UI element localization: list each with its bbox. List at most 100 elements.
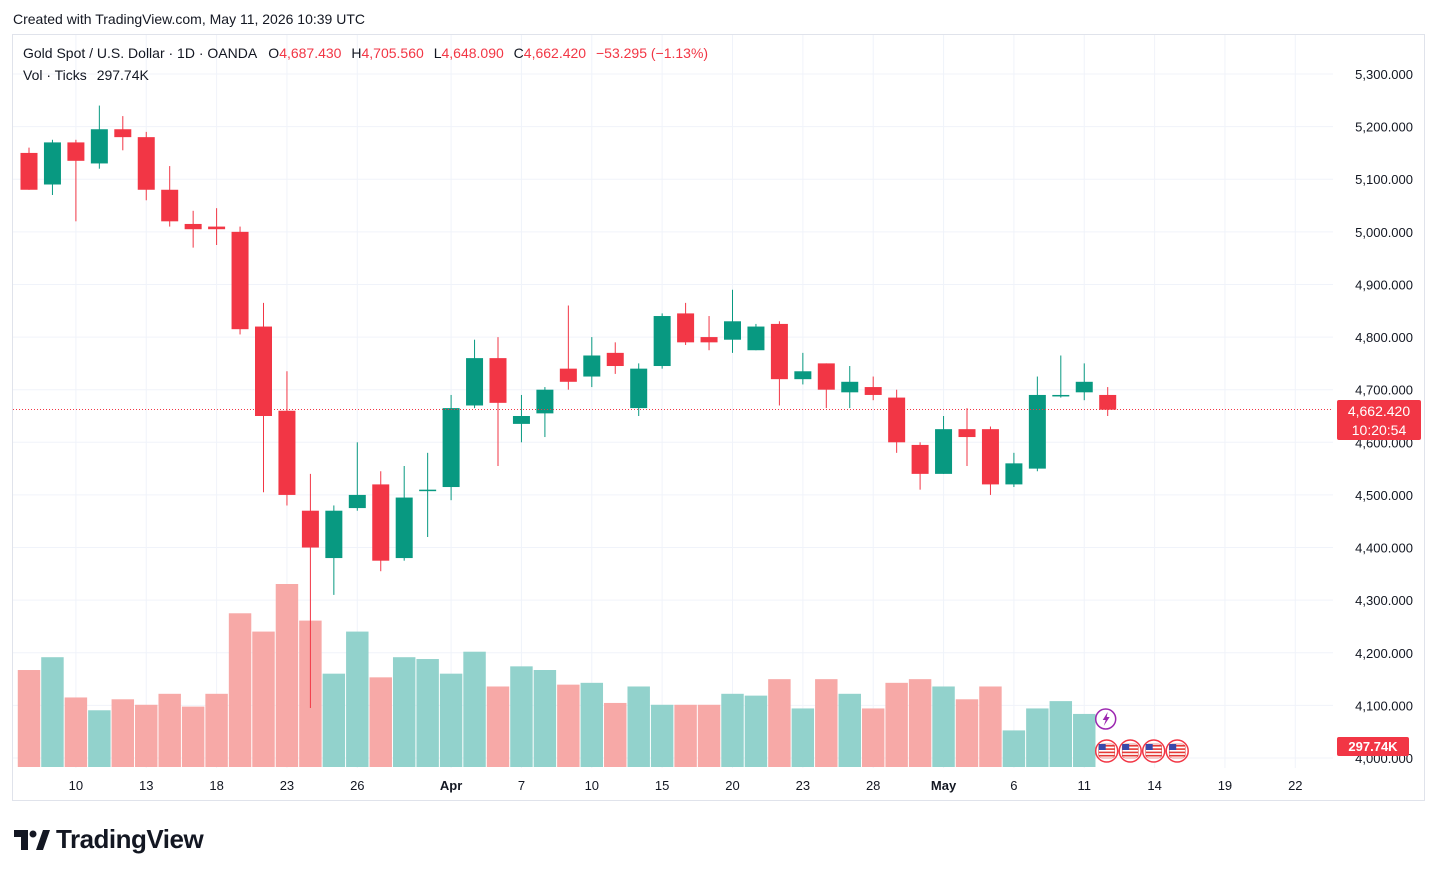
volume-bar xyxy=(533,670,557,767)
candle-body xyxy=(137,137,155,190)
volume-bar xyxy=(463,651,486,767)
volume-bar xyxy=(181,706,205,767)
flag-stripe xyxy=(1122,745,1139,747)
flag-stripe xyxy=(1145,751,1162,754)
volume-legend[interactable]: Vol · Ticks 297.74K xyxy=(23,67,149,83)
flag-stripe xyxy=(1098,754,1115,757)
volume-bar xyxy=(721,693,744,767)
volume-bar xyxy=(627,686,650,767)
x-tick-label: 22 xyxy=(1288,778,1302,793)
candle-body xyxy=(1052,394,1070,397)
close-label: C xyxy=(513,45,524,61)
bar-countdown: 10:20:54 xyxy=(1351,422,1407,438)
volume-bar xyxy=(346,631,369,767)
candle-body xyxy=(724,321,741,340)
volume-label: Vol · Ticks xyxy=(23,67,87,83)
candle-body xyxy=(630,368,648,409)
low-value: 4,648.090 xyxy=(441,45,504,61)
volume-bar xyxy=(955,699,979,767)
y-tick-label: 4,700.000 xyxy=(1355,383,1413,398)
volume-bar xyxy=(861,708,885,767)
flag-stripe xyxy=(1145,748,1162,750)
volume-bar xyxy=(322,673,346,767)
candle-body xyxy=(935,429,953,474)
created-with-text: Created with TradingView.com, May 11, 20… xyxy=(13,11,365,27)
last-price-value: 4,662.420 xyxy=(1347,403,1411,419)
candle-body xyxy=(255,326,272,416)
volume-bar xyxy=(838,693,861,767)
candle-body xyxy=(67,142,85,161)
volume-bar xyxy=(580,682,604,767)
y-tick-label: 4,100.000 xyxy=(1355,698,1413,713)
symbol-title[interactable]: Gold Spot / U.S. Dollar · 1D · OANDA xyxy=(23,45,257,61)
high-value: 4,705.560 xyxy=(361,45,424,61)
lightning-icon xyxy=(1102,712,1110,726)
flag-stripe xyxy=(1169,748,1186,750)
candle-body xyxy=(888,397,906,443)
candle-body xyxy=(489,358,507,403)
x-tick-label: 23 xyxy=(280,778,294,793)
candle-body xyxy=(278,410,296,495)
x-tick-label: 19 xyxy=(1218,778,1232,793)
volume-tag: 297.74K xyxy=(1337,737,1409,756)
volume-bar xyxy=(791,708,815,767)
volume-bar xyxy=(1026,708,1049,767)
candle-body xyxy=(653,316,671,367)
last-price-tag: 4,662.420 10:20:54 xyxy=(1337,400,1421,440)
tradingview-logo[interactable]: TradingView xyxy=(14,824,204,855)
candle-body xyxy=(325,510,343,559)
candle-body xyxy=(958,429,976,438)
candle-body xyxy=(231,231,249,330)
y-tick-label: 4,900.000 xyxy=(1355,277,1413,292)
tradingview-logo-icon xyxy=(14,829,50,850)
candle-body xyxy=(348,494,366,509)
candle-body xyxy=(1005,463,1023,485)
y-tick-label: 4,500.000 xyxy=(1355,488,1413,503)
candle-body xyxy=(466,358,484,406)
y-tick-label: 5,300.000 xyxy=(1355,67,1413,82)
volume-bar xyxy=(1049,701,1073,767)
flag-stripe xyxy=(1145,754,1162,757)
y-tick-label: 5,000.000 xyxy=(1355,225,1413,240)
tradingview-wordmark: TradingView xyxy=(56,824,204,854)
flag-canton xyxy=(1169,744,1177,750)
y-tick-label: 5,100.000 xyxy=(1355,172,1413,187)
candle-body xyxy=(20,152,38,190)
flag-stripe xyxy=(1169,754,1186,757)
flag-stripe xyxy=(1098,751,1115,754)
volume-bar xyxy=(88,710,111,767)
volume-value: 297.74K xyxy=(96,67,149,83)
flag-stripe xyxy=(1169,751,1186,754)
low-label: L xyxy=(433,45,442,61)
volume-bar xyxy=(41,657,64,767)
candle-body xyxy=(208,226,226,230)
candle-body xyxy=(184,223,202,230)
volume-bar xyxy=(369,677,392,767)
volume-bar xyxy=(932,686,955,767)
candle-body xyxy=(677,313,695,343)
x-tick-label: 11 xyxy=(1078,778,1092,793)
candle-body xyxy=(817,363,835,390)
volume-bar xyxy=(275,584,299,767)
y-tick-label: 5,200.000 xyxy=(1355,120,1413,135)
volume-bar xyxy=(1073,713,1096,767)
volume-bar xyxy=(650,704,674,767)
volume-bar xyxy=(158,693,181,767)
x-tick-label: May xyxy=(931,778,957,793)
candle-body xyxy=(43,142,61,185)
flag-stripe xyxy=(1122,751,1139,754)
candle-body xyxy=(442,408,460,488)
volume-bar xyxy=(111,699,135,767)
change-value: −53.295 (−1.13%) xyxy=(595,45,709,61)
volume-bar xyxy=(486,686,510,767)
flag-stripe xyxy=(1098,748,1115,750)
volume-bar xyxy=(392,657,416,767)
flag-stripe xyxy=(1145,745,1162,747)
flag-stripe xyxy=(1122,754,1139,757)
x-tick-label: 10 xyxy=(69,778,83,793)
candle-body xyxy=(981,429,999,485)
volume-bar xyxy=(768,679,791,767)
candle-body xyxy=(1028,394,1046,469)
symbol-legend[interactable]: Gold Spot / U.S. Dollar · 1D · OANDA O4,… xyxy=(23,45,708,61)
